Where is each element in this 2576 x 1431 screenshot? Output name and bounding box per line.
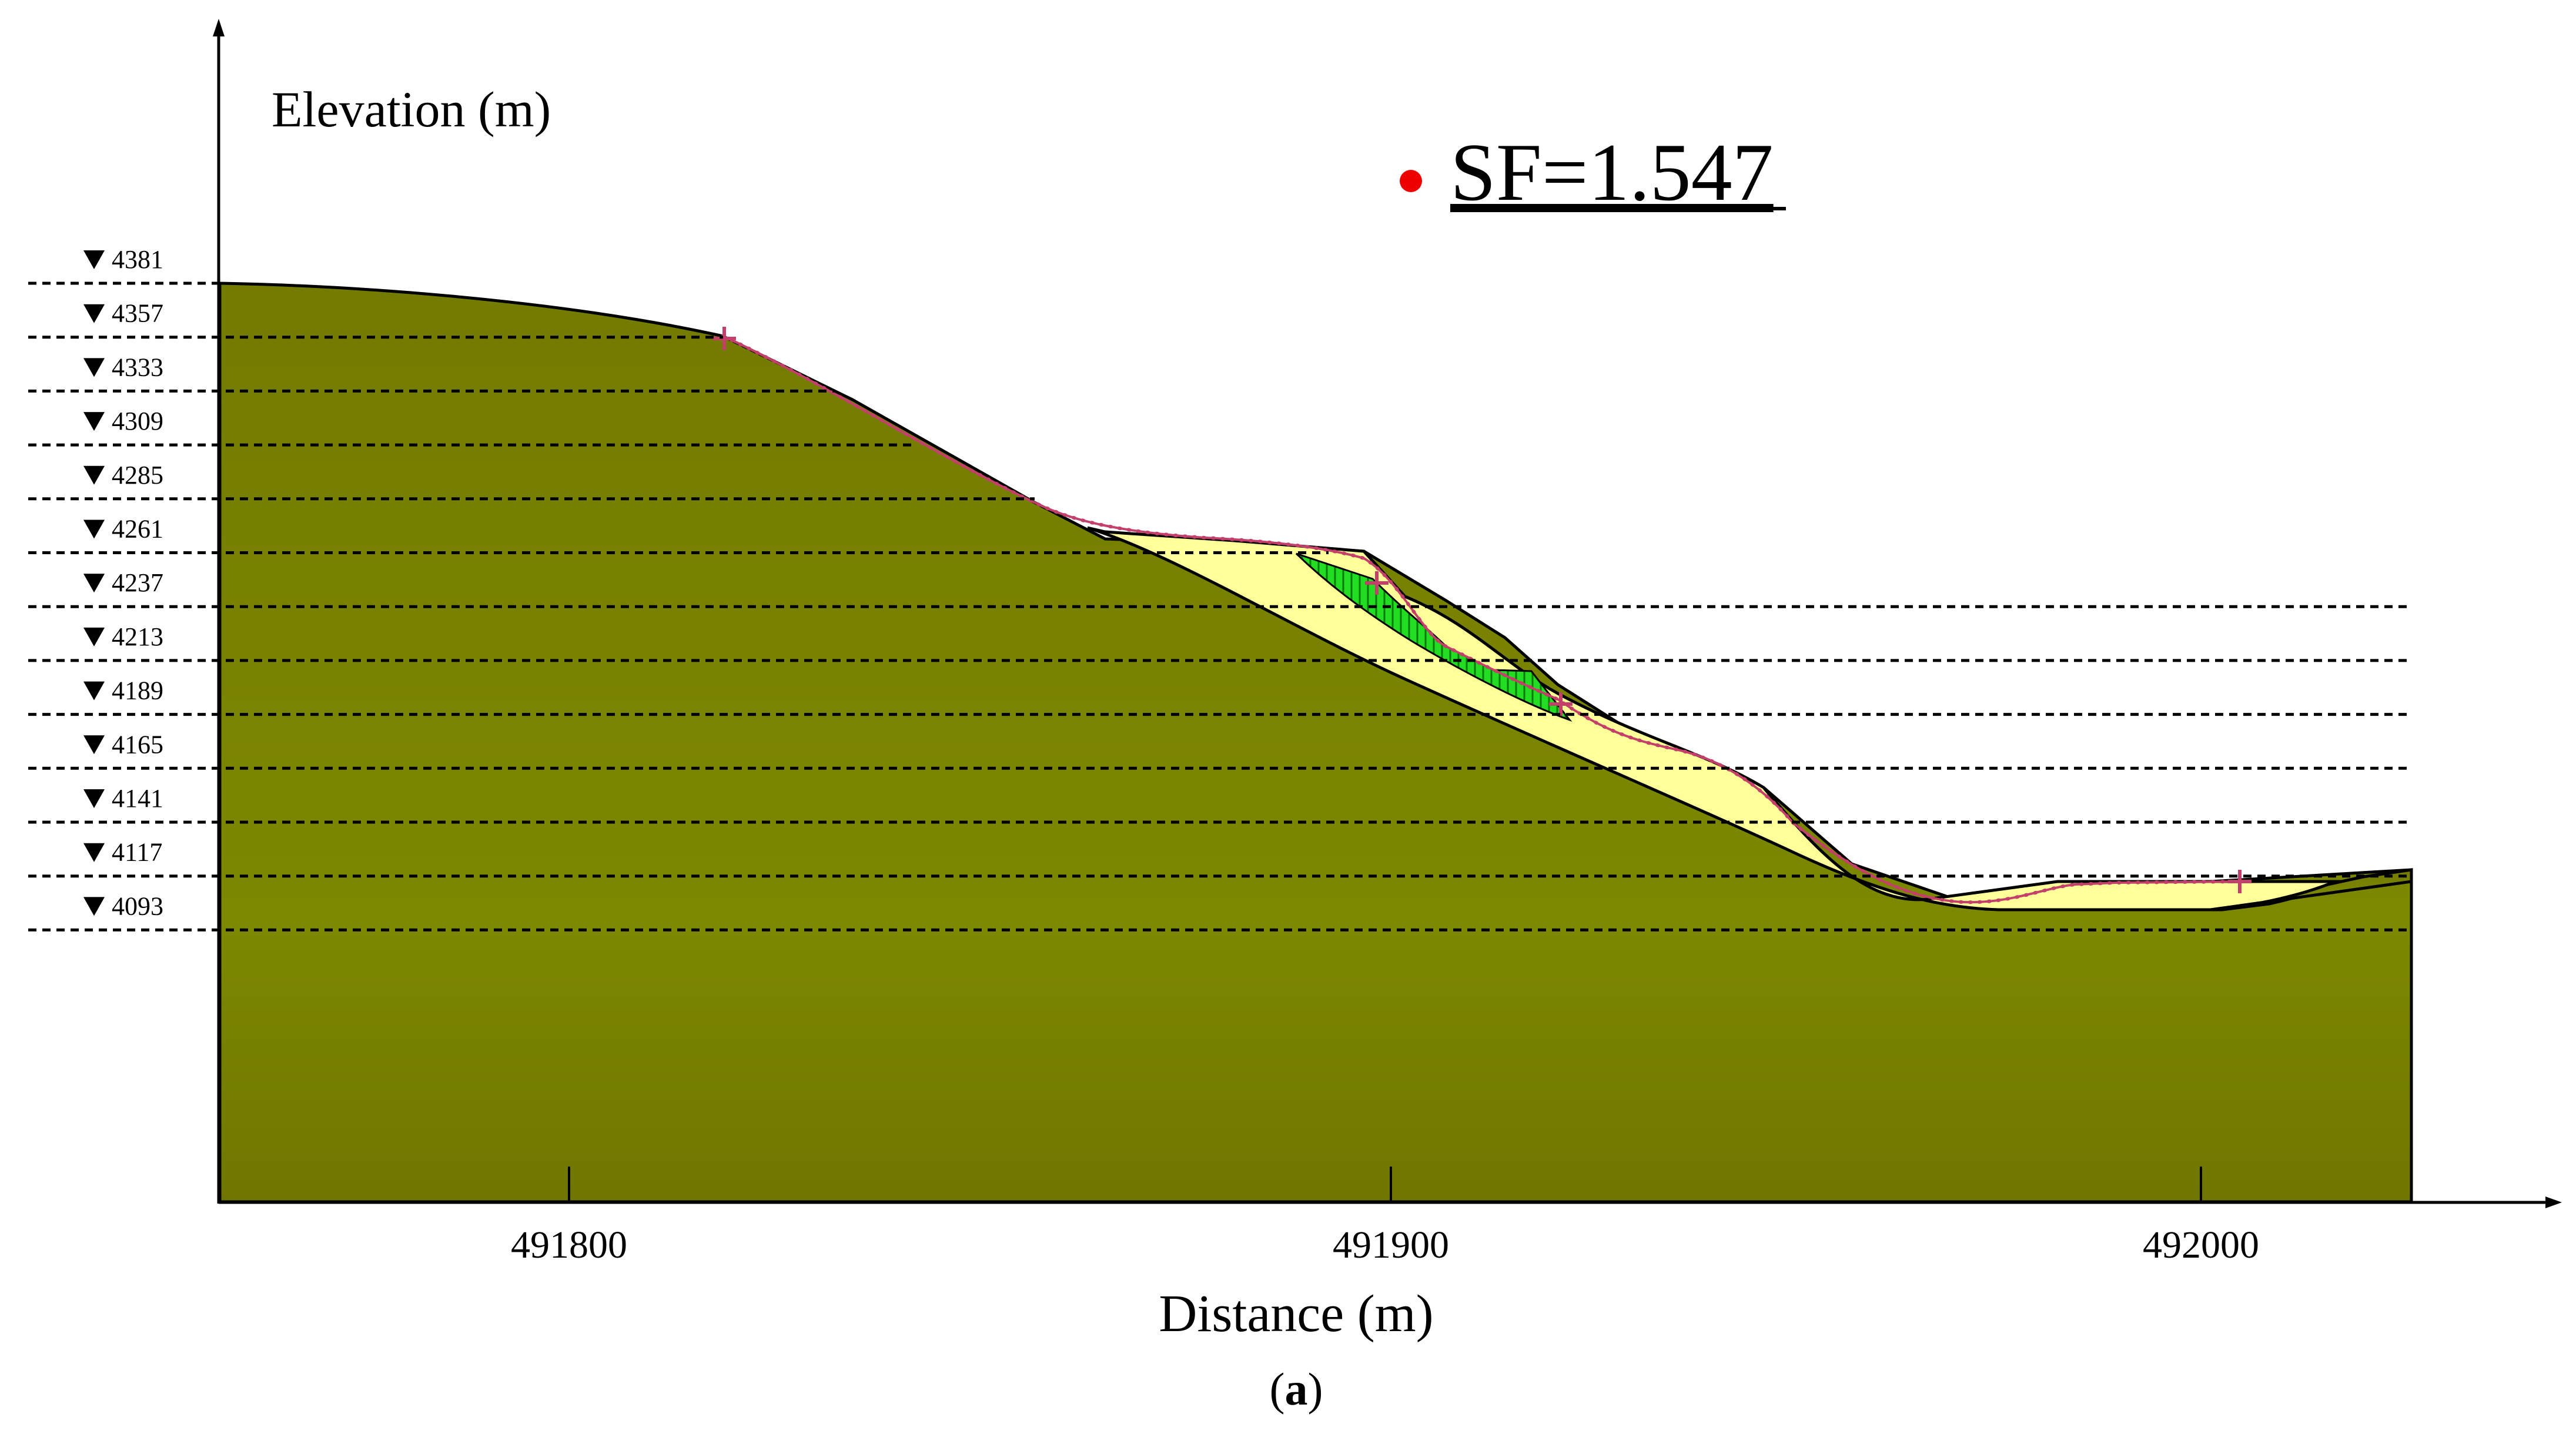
elevation-label: 4141 xyxy=(112,784,163,813)
safety-factor-label: SF=1.547 xyxy=(1450,127,1774,218)
elevation-marker-icon xyxy=(83,735,105,755)
ground-mass xyxy=(218,281,2413,1204)
elevation-label: 4333 xyxy=(112,353,163,381)
elevation-label: 4357 xyxy=(112,299,163,328)
elevation-marker-icon xyxy=(83,627,105,646)
elevation-marker-icon xyxy=(83,789,105,808)
elevation-marker-icon xyxy=(83,681,105,701)
elevation-label: 4261 xyxy=(112,515,163,544)
elevation-label: 4117 xyxy=(112,838,162,867)
x-tick-label: 491800 xyxy=(511,1224,627,1266)
toe-bump xyxy=(2210,868,2413,911)
elevation-marker-icon xyxy=(83,843,105,862)
elevation-reference-lines: 4381 4357 4333 4309 4285 4261 4237 4213 4189 4165… xyxy=(28,245,2411,931)
elevation-label: 4093 xyxy=(112,892,163,920)
y-axis-arrow-icon xyxy=(213,19,225,36)
elevation-marker-icon xyxy=(83,250,105,269)
elevation-marker-icon xyxy=(83,520,105,539)
elevation-label: 4285 xyxy=(112,461,163,490)
x-axis-arrow-icon xyxy=(2545,1197,2562,1208)
elevation-marker-icon xyxy=(83,897,105,916)
x-axis-label: Distance (m) xyxy=(1159,1285,1433,1343)
elevation-marker-icon xyxy=(83,304,105,323)
x-tick-label: 491900 xyxy=(1333,1224,1449,1266)
elevation-label: 4381 xyxy=(112,245,163,274)
elevation-label: 4189 xyxy=(112,676,163,705)
sf-dot-icon xyxy=(1400,170,1422,192)
x-tick-label: 492000 xyxy=(2143,1224,2259,1266)
elevation-label: 4213 xyxy=(112,622,163,651)
elevation-label: 4309 xyxy=(112,407,163,435)
figure-caption: (a) xyxy=(1270,1363,1323,1415)
elevation-marker-icon xyxy=(83,358,105,377)
elevation-label: 4237 xyxy=(112,568,163,597)
slip-entry-markers xyxy=(712,327,2252,893)
elevation-marker-icon xyxy=(83,465,105,485)
y-axis-label: Elevation (m) xyxy=(272,81,551,138)
elevation-marker-icon xyxy=(83,574,105,593)
elevation-marker-icon xyxy=(83,412,105,431)
slip-surface-line xyxy=(722,335,2240,904)
elevation-label: 4165 xyxy=(112,730,163,759)
